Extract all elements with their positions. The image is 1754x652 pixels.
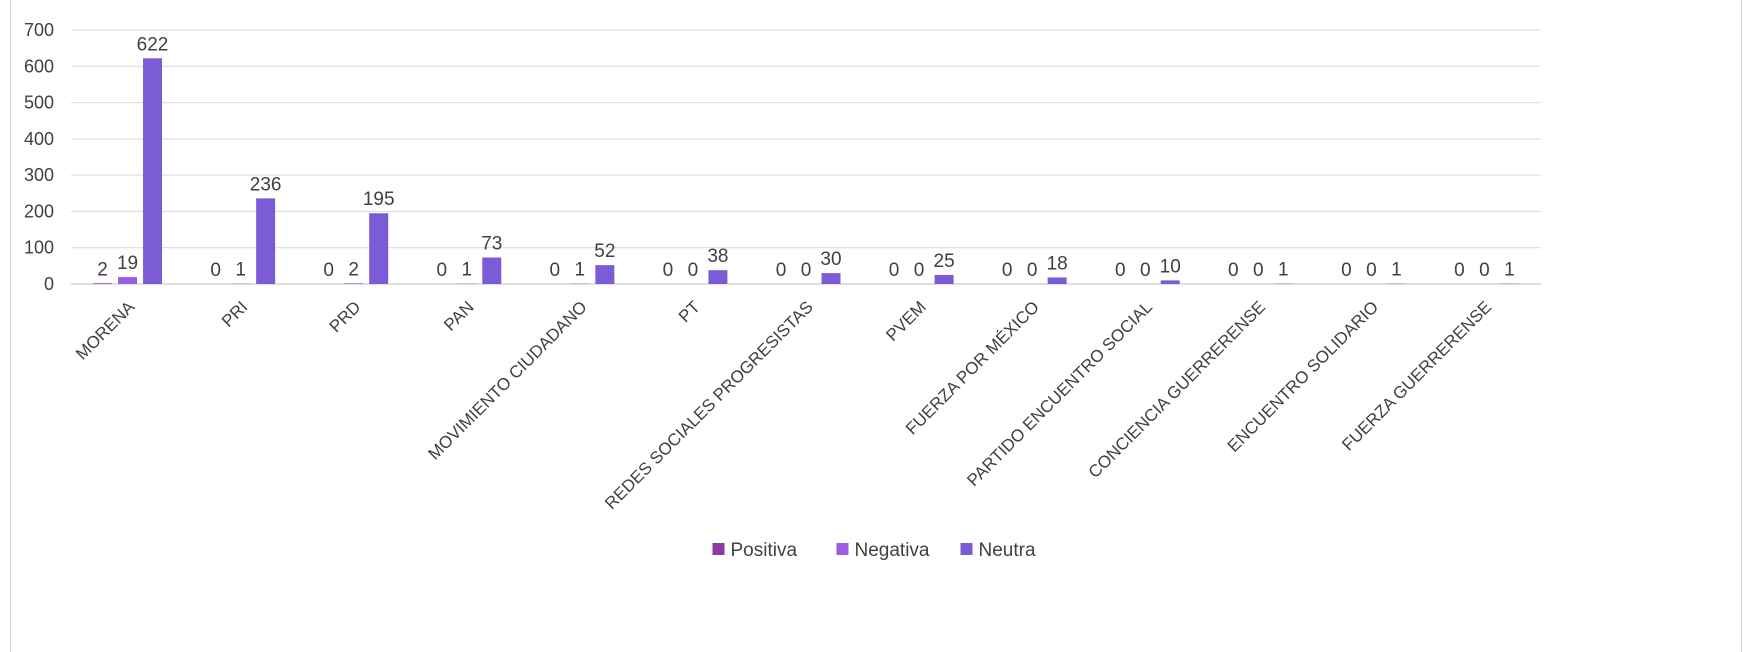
legend-swatch xyxy=(712,543,725,555)
data-label: 622 xyxy=(137,34,169,55)
bar-neutra xyxy=(256,198,276,284)
gridlines xyxy=(71,29,1541,285)
legend-label: Positiva xyxy=(731,540,798,561)
x-tick-label: PRD xyxy=(326,297,365,336)
data-label: 0 xyxy=(1454,260,1465,281)
data-label: 0 xyxy=(323,260,334,281)
legend: Positiva Negativa Neutra xyxy=(712,540,1036,561)
data-label: 52 xyxy=(594,241,615,262)
data-label: 2 xyxy=(348,259,359,280)
legend-label: Neutra xyxy=(979,540,1036,561)
bar-positiva xyxy=(93,283,113,284)
data-label: 25 xyxy=(934,251,955,272)
data-label: 0 xyxy=(1027,260,1038,281)
y-axis-ticks: 0 100 200 300 400 500 600 700 xyxy=(24,20,54,294)
data-label: 0 xyxy=(914,260,925,281)
data-label: 1 xyxy=(1391,260,1402,281)
data-label: 1 xyxy=(1504,260,1515,281)
data-label: 0 xyxy=(550,260,561,281)
data-label: 0 xyxy=(1115,260,1126,281)
data-label: 0 xyxy=(889,260,900,281)
bar-neutra xyxy=(708,270,728,284)
y-tick-label: 400 xyxy=(24,129,54,149)
data-label: 2 xyxy=(97,259,108,280)
data-label: 0 xyxy=(1228,260,1239,281)
bar-neutra xyxy=(143,58,163,284)
data-label: 1 xyxy=(575,260,586,281)
data-label: 0 xyxy=(1140,260,1151,281)
legend-label: Negativa xyxy=(855,540,930,561)
x-tick-label: MORENA xyxy=(72,297,139,364)
data-label: 1 xyxy=(1278,260,1289,281)
data-label: 0 xyxy=(436,260,447,281)
y-tick-label: 700 xyxy=(24,20,54,40)
bars xyxy=(93,58,1519,284)
bar-neutra xyxy=(482,257,502,284)
y-tick-label: 100 xyxy=(24,238,54,258)
data-label: 18 xyxy=(1047,253,1068,274)
x-tick-label: CONCIENCIA GUERRERENSE xyxy=(1085,297,1269,481)
data-label: 0 xyxy=(1479,260,1490,281)
data-label: 19 xyxy=(117,253,138,274)
x-tick-label: PAN xyxy=(440,297,477,334)
y-tick-label: 0 xyxy=(44,274,54,294)
bar-neutra xyxy=(821,273,841,284)
data-label: 0 xyxy=(776,260,787,281)
y-tick-label: 600 xyxy=(24,56,54,76)
bar-neutra xyxy=(595,265,615,284)
data-label: 1 xyxy=(235,260,246,281)
data-label: 0 xyxy=(688,260,699,281)
legend-swatch xyxy=(836,543,849,555)
data-label: 38 xyxy=(707,246,728,267)
y-tick-label: 200 xyxy=(24,201,54,221)
data-label: 0 xyxy=(1002,260,1013,281)
data-label: 236 xyxy=(250,174,282,195)
x-tick-label: PT xyxy=(675,297,704,326)
chart-container: 0 100 200 300 400 500 600 700 2 19 622 0 1 236 0 2 195 0… xyxy=(10,0,1742,652)
x-tick-label: PARTIDO ENCUENTRO SOCIAL xyxy=(963,297,1156,490)
data-label: 73 xyxy=(481,234,502,255)
legend-swatch xyxy=(960,543,973,555)
y-tick-label: 500 xyxy=(24,93,54,113)
data-label: 0 xyxy=(1253,260,1264,281)
bar-neutra xyxy=(1047,277,1067,284)
data-label: 0 xyxy=(663,260,674,281)
data-label: 0 xyxy=(210,260,221,281)
bar-neutra xyxy=(934,274,954,284)
x-tick-label: PVEM xyxy=(882,297,930,345)
data-label: 30 xyxy=(820,249,841,270)
data-label: 0 xyxy=(1366,260,1377,281)
y-tick-label: 300 xyxy=(24,165,54,185)
x-tick-label: REDES SOCIALES PROGRESISTAS xyxy=(601,297,817,513)
data-label: 1 xyxy=(461,260,472,281)
bar-neutra xyxy=(369,213,389,284)
data-label: 195 xyxy=(363,189,395,210)
bar-negativa xyxy=(118,277,138,284)
bar-neutra xyxy=(1160,280,1180,284)
data-label: 0 xyxy=(1341,260,1352,281)
bar-negativa xyxy=(344,283,364,284)
data-label: 0 xyxy=(801,260,812,281)
data-label: 10 xyxy=(1160,256,1181,277)
x-tick-label: PRI xyxy=(218,297,251,330)
